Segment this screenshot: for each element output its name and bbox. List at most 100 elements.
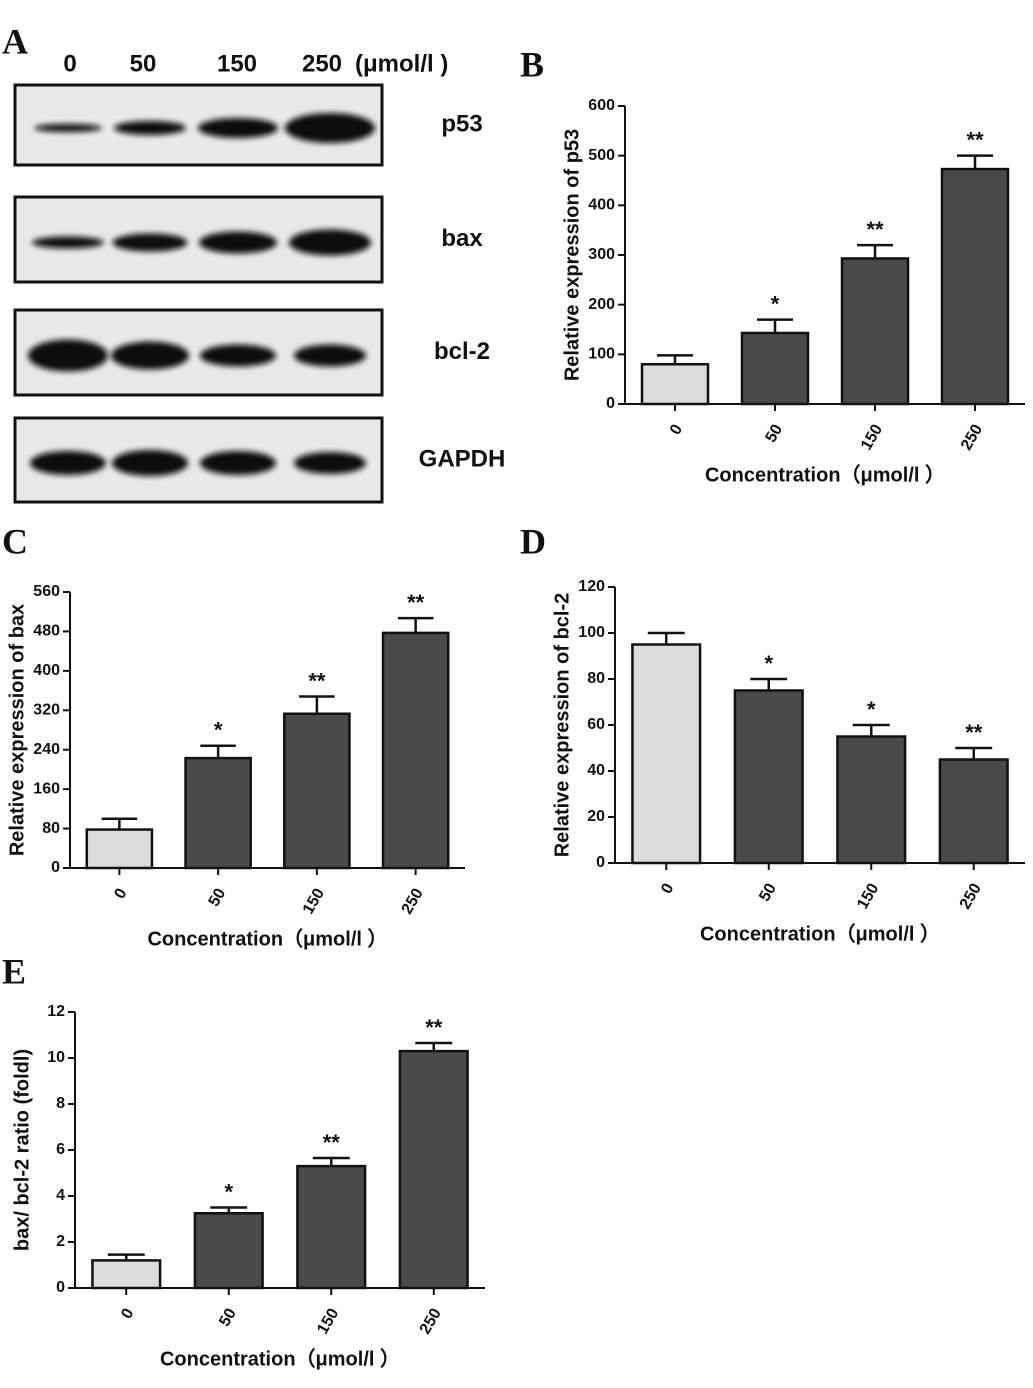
y-tick-label: 100 xyxy=(588,346,615,363)
blot-band xyxy=(32,236,104,249)
x-tick-label: 0 xyxy=(118,1306,137,1322)
blot-band xyxy=(198,118,278,138)
x-tick-label: 250 xyxy=(417,1306,445,1338)
x-tick-label: 50 xyxy=(206,886,230,910)
lane-label: 0 xyxy=(63,50,76,77)
significance: * xyxy=(867,697,876,722)
significance: * xyxy=(771,291,780,316)
x-tick-label: 50 xyxy=(756,881,780,905)
bar xyxy=(840,257,910,406)
x-tick-label: 0 xyxy=(667,422,686,438)
y-tick-label: 0 xyxy=(596,854,605,871)
blot-band xyxy=(294,344,366,367)
bar xyxy=(631,643,702,865)
blot-band xyxy=(112,233,188,252)
panel-label: E xyxy=(2,951,26,991)
x-axis-label: Concentration（μmol/l ） xyxy=(700,922,940,945)
y-tick-label: 120 xyxy=(578,578,605,595)
blot-band xyxy=(30,451,106,475)
bar xyxy=(283,712,351,870)
y-axis-label: Relative expression of bcl-2 xyxy=(551,593,573,858)
significance: * xyxy=(764,651,773,676)
y-tick-label: 240 xyxy=(33,741,60,758)
bar xyxy=(381,631,450,870)
unit-label: (μmol/l ) xyxy=(355,50,448,77)
blot-band xyxy=(111,341,189,370)
y-tick-label: 200 xyxy=(588,296,615,313)
y-tick-label: 0 xyxy=(51,859,60,876)
x-axis-label: Concentration（μmol/l ） xyxy=(147,927,387,950)
lane-label: 250 xyxy=(302,50,342,77)
y-tick-label: 80 xyxy=(42,820,60,837)
panel-label: C xyxy=(2,521,28,561)
y-tick-label: 320 xyxy=(33,702,60,719)
x-tick-label: 150 xyxy=(858,422,886,454)
x-tick-label: 150 xyxy=(854,881,882,913)
significance: ** xyxy=(323,1130,341,1155)
x-tick-label: 50 xyxy=(762,422,786,446)
significance: ** xyxy=(425,1015,443,1040)
row-label: GAPDH xyxy=(419,445,506,472)
significance: ** xyxy=(866,217,884,242)
bar xyxy=(640,363,710,406)
y-tick-label: 80 xyxy=(587,670,605,687)
y-tick-label: 8 xyxy=(56,1095,65,1112)
y-tick-label: 560 xyxy=(33,583,60,600)
significance: ** xyxy=(407,590,425,615)
x-axis-label: Concentration（μmol/l ） xyxy=(705,463,945,486)
bar xyxy=(85,828,154,870)
y-tick-label: 400 xyxy=(33,662,60,679)
significance: ** xyxy=(308,668,326,693)
y-tick-label: 12 xyxy=(47,1003,65,1020)
y-tick-label: 20 xyxy=(587,808,605,825)
significance: * xyxy=(224,1179,233,1204)
bar xyxy=(740,331,810,406)
y-tick-label: 10 xyxy=(47,1049,65,1066)
y-tick-label: 0 xyxy=(606,395,615,412)
bar xyxy=(836,735,907,865)
y-tick-label: 160 xyxy=(33,780,60,797)
row-label: bcl-2 xyxy=(434,338,490,365)
x-tick-label: 150 xyxy=(300,886,328,918)
lane-label: 50 xyxy=(130,50,157,77)
lane-label: 150 xyxy=(217,50,257,77)
y-tick-label: 40 xyxy=(587,762,605,779)
blot-band xyxy=(199,231,277,254)
x-tick-label: 50 xyxy=(216,1306,240,1330)
x-tick-label: 150 xyxy=(314,1306,342,1338)
bar xyxy=(398,1049,469,1290)
y-tick-label: 0 xyxy=(56,1279,65,1296)
row-label: p53 xyxy=(441,110,482,137)
bar xyxy=(940,167,1010,406)
x-tick-label: 0 xyxy=(658,881,677,897)
x-tick-label: 0 xyxy=(111,886,130,902)
blot-band xyxy=(200,344,276,367)
bar xyxy=(184,756,252,870)
y-axis-label: bax/ bcl-2 ratio (foldl) xyxy=(11,1049,33,1251)
y-tick-label: 60 xyxy=(587,716,605,733)
x-tick-label: 250 xyxy=(399,886,427,918)
y-tick-label: 100 xyxy=(578,624,605,641)
blot-band xyxy=(34,124,102,132)
panel-label: D xyxy=(520,521,546,561)
x-tick-label: 250 xyxy=(957,881,985,913)
blot-band xyxy=(114,121,186,135)
y-tick-label: 2 xyxy=(56,1233,65,1250)
blot-band xyxy=(294,452,366,474)
blot-band xyxy=(285,113,375,143)
y-tick-label: 400 xyxy=(588,197,615,214)
y-tick-label: 600 xyxy=(588,97,615,114)
y-axis-label: Relative expression of p53 xyxy=(561,129,583,381)
panel-label: B xyxy=(520,44,544,84)
y-tick-label: 300 xyxy=(588,246,615,263)
y-tick-label: 4 xyxy=(56,1187,65,1204)
blot-band xyxy=(112,450,188,476)
blot-band xyxy=(289,229,371,256)
y-axis-label: Relative expression of bax xyxy=(6,604,28,856)
bar xyxy=(938,758,1009,865)
significance: * xyxy=(214,718,223,743)
blot-band xyxy=(200,451,276,475)
panel-label: A xyxy=(2,21,28,61)
significance: ** xyxy=(965,720,983,745)
bar xyxy=(296,1164,367,1290)
